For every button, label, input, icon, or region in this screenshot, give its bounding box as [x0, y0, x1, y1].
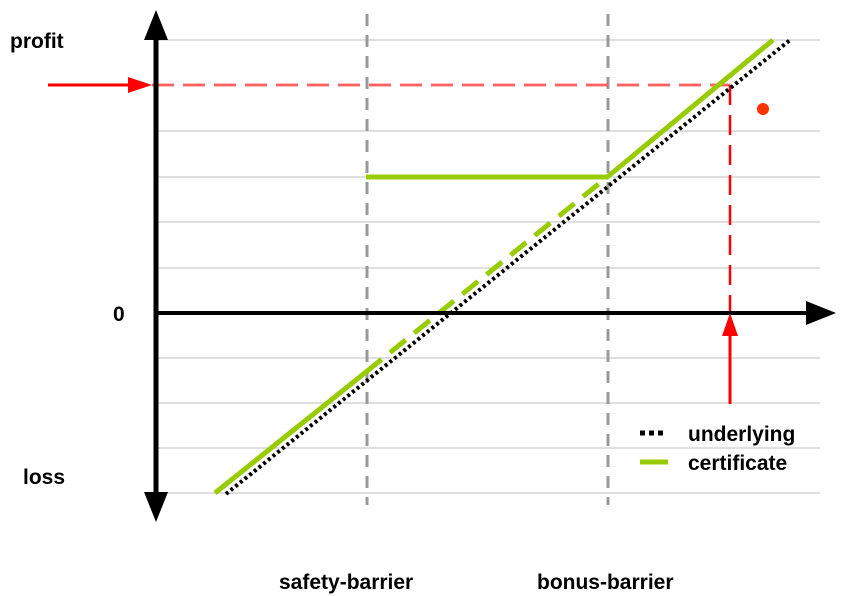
legend-underlying-label: underlying	[688, 423, 795, 446]
certificate-line-lower	[213, 370, 368, 495]
profit-label: profit	[10, 30, 64, 53]
y-axis	[144, 10, 168, 522]
legend-certificate-label: certificate	[688, 452, 787, 475]
y-axis-up-arrowhead	[144, 10, 168, 40]
bonus-barrier-label: bonus-barrier	[537, 571, 674, 594]
legend: underlying certificate	[640, 423, 795, 475]
marker-dot	[757, 103, 769, 115]
x-axis-arrowhead	[806, 301, 836, 325]
profit-arrowhead	[128, 77, 152, 93]
certificate-line-dashed	[364, 176, 608, 374]
certificate-line-upper	[604, 38, 775, 180]
safety-barrier-label: safety-barrier	[279, 571, 413, 594]
horizontal-gridlines	[157, 39, 820, 494]
underlying-line	[224, 38, 792, 496]
profit-arrow	[48, 77, 152, 93]
zero-label: 0	[113, 303, 125, 326]
y-axis-down-arrowhead	[144, 492, 168, 522]
loss-label: loss	[23, 466, 65, 489]
x-axis	[156, 301, 836, 325]
underlying-price-arrow	[722, 313, 738, 404]
underlying-price-arrowhead	[722, 313, 738, 336]
